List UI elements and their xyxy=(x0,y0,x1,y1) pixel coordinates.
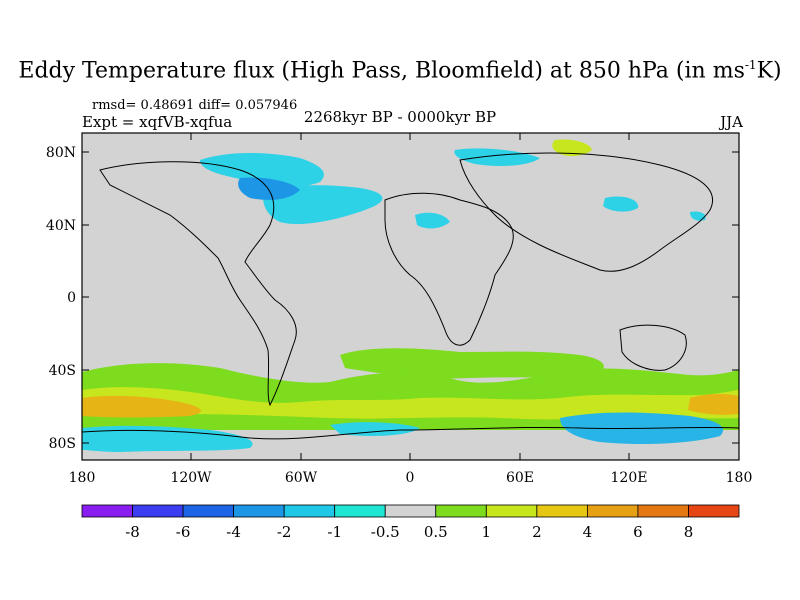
colorbar-swatch xyxy=(182,504,235,518)
south-atlantic-green xyxy=(340,348,604,379)
y-tick-label: 40S xyxy=(49,363,76,379)
colorbar-label: -4 xyxy=(226,523,241,541)
colorbar-swatch xyxy=(485,504,538,518)
coastlines xyxy=(82,152,739,440)
colorbar-label: 8 xyxy=(684,523,694,541)
x-tick-label: 120E xyxy=(611,470,648,486)
contour-fill-layer xyxy=(82,139,739,452)
colorbar-label: 6 xyxy=(633,523,643,541)
colorbar-swatch xyxy=(132,504,184,518)
y-tick-label: 80S xyxy=(49,436,76,452)
antarctica-coast xyxy=(82,426,739,440)
asia-cyan xyxy=(603,196,639,212)
south-pacific-orange xyxy=(82,395,201,418)
x-tick-label: 180 xyxy=(69,470,96,486)
x-tick-label: 60E xyxy=(506,470,534,486)
x-tick-marks xyxy=(81,133,740,460)
colorbar-label: -0.5 xyxy=(371,523,400,541)
weddell-cyan xyxy=(330,422,420,436)
x-tick-label: 0 xyxy=(406,470,415,486)
south-tasman-orange xyxy=(688,394,739,415)
colorbar-swatch xyxy=(637,504,689,518)
plot-title: Eddy Temperature flux (High Pass, Bloomf… xyxy=(18,58,782,84)
africa-europe-coast xyxy=(384,192,514,346)
x-tick-label: 180 xyxy=(726,470,753,486)
arctic-cyan xyxy=(454,148,540,166)
colorbar-label: -2 xyxy=(277,523,292,541)
x-tick-label: 120W xyxy=(170,470,212,486)
colorbar-swatch xyxy=(536,504,588,518)
arctic-yellow xyxy=(552,139,592,157)
colorbar-label: -1 xyxy=(327,523,342,541)
stats-text: rmsd= 0.48691 diff= 0.057946 xyxy=(92,98,298,113)
y-tick-label: 80N xyxy=(46,145,76,161)
y-tick-marks xyxy=(82,151,739,444)
colorbar-swatch xyxy=(81,504,133,518)
asia-coast xyxy=(459,152,713,272)
colorbar: -8 -6 -4 -2 -1 -0.5 0.5 1 2 4 6 8 xyxy=(81,504,740,541)
mediterranean-cyan xyxy=(415,212,450,229)
x-tick-label: 60W xyxy=(285,470,318,486)
colorbar-swatch xyxy=(233,504,285,518)
colorbar-swatch xyxy=(283,504,336,518)
y-tick-label: 0 xyxy=(67,290,76,306)
colorbar-swatch xyxy=(334,504,386,518)
antarctic-cyan-west xyxy=(82,425,253,452)
canada-blue xyxy=(238,177,300,200)
north-america-cyan xyxy=(200,153,324,187)
colorbar-label: -6 xyxy=(176,523,191,541)
americas-coast xyxy=(99,161,297,407)
colorbar-label: 0.5 xyxy=(424,523,448,541)
colorbar-swatch xyxy=(688,504,740,518)
season-label: JJA xyxy=(720,113,743,131)
y-tick-label: 40N xyxy=(46,218,76,234)
pacific-cyan xyxy=(690,211,706,221)
colorbar-label: 2 xyxy=(532,523,542,541)
southern-belt-yellow xyxy=(82,387,739,420)
period-label: 2268kyr BP - 0000kyr BP xyxy=(303,108,497,126)
experiment-label: Expt = xqfVB-xqfua xyxy=(82,113,233,131)
colorbar-label: -8 xyxy=(125,523,140,541)
colorbar-label: 4 xyxy=(583,523,593,541)
australia-coast xyxy=(619,324,687,371)
colorbar-label: 1 xyxy=(482,523,492,541)
colorbar-swatch xyxy=(586,504,639,518)
colorbar-swatch xyxy=(435,504,487,518)
colorbar-swatch xyxy=(384,504,437,518)
